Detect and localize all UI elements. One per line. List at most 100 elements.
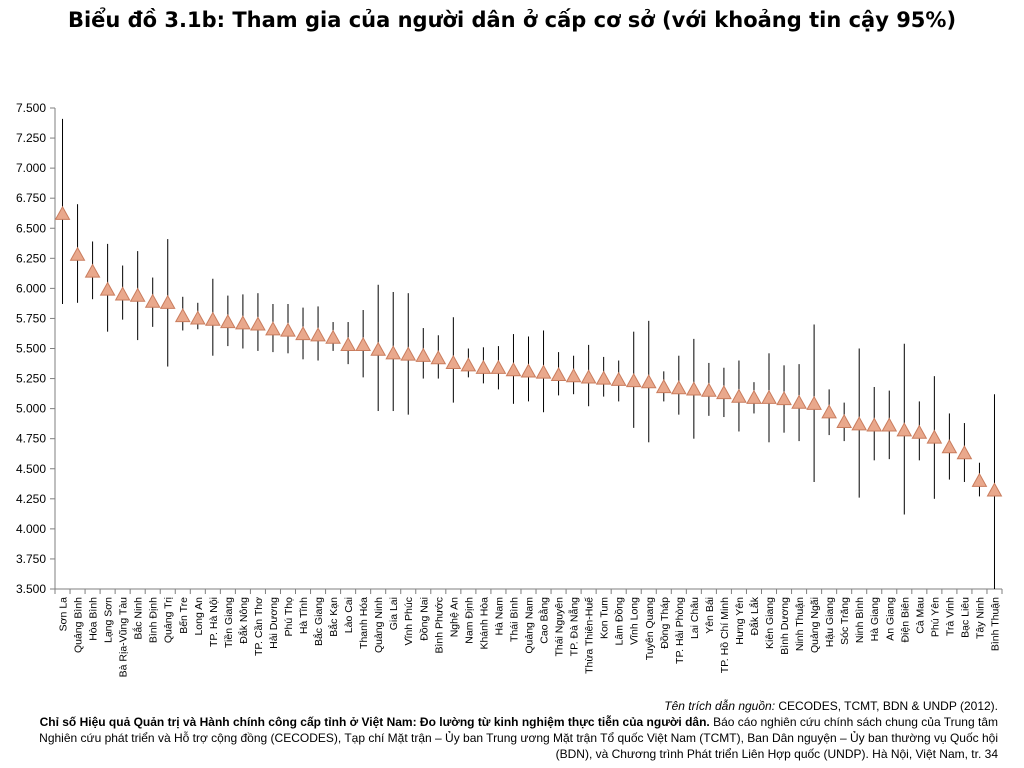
- x-tick-label: Vĩnh Long: [629, 597, 641, 645]
- y-tick-label: 3.750: [16, 552, 46, 566]
- x-tick-label: TP. Hải Phòng: [674, 597, 686, 664]
- y-tick-label: 5.750: [16, 311, 46, 325]
- data-point: [640, 374, 657, 389]
- data-point: [310, 327, 326, 342]
- x-tick-label: Hà Tĩnh: [298, 597, 310, 634]
- x-tick-label: TP. Hà Nội: [208, 597, 220, 647]
- data-point: [325, 329, 341, 344]
- data-point: [655, 378, 672, 394]
- data-point: [535, 364, 552, 379]
- x-tick-label: Lai Châu: [689, 597, 701, 639]
- x-tick-label: An Giang: [884, 597, 896, 641]
- x-tick-label: TP. Đà Nẵng: [568, 597, 581, 656]
- data-point: [54, 205, 71, 220]
- data-point: [550, 366, 567, 382]
- x-tick-label: Gia Lai: [388, 597, 400, 630]
- data-point: [340, 336, 356, 351]
- x-tick-label: Sóc Trăng: [839, 597, 851, 645]
- x-tick-label: Đắk Nông: [237, 597, 250, 644]
- data-point: [791, 394, 807, 409]
- x-tick-label: Ninh Thuận: [794, 597, 806, 651]
- x-tick-label: Lạng Sơn: [103, 597, 115, 643]
- data-point: [265, 321, 281, 336]
- data-point: [685, 381, 702, 396]
- y-tick-label: 5.250: [16, 372, 46, 386]
- x-tick-label: Bà Rịa-Vũng Tàu: [118, 597, 130, 678]
- data-point: [821, 404, 837, 419]
- x-tick-label: Nam Định: [463, 597, 475, 644]
- x-tick-label: Phú Yên: [929, 597, 941, 637]
- x-tick-label: Điện Biên: [899, 597, 911, 643]
- x-tick-label: Hưng Yên: [734, 597, 746, 645]
- data-point: [761, 389, 777, 404]
- x-tick-label: Quảng Trị: [163, 597, 175, 643]
- x-tick-label: Kiên Giang: [764, 597, 776, 649]
- x-tick-label: Bình Thuận: [989, 597, 1001, 651]
- y-tick-label: 4.750: [16, 432, 46, 446]
- data-point: [881, 417, 898, 432]
- y-tick-label: 5.000: [16, 402, 46, 416]
- x-tick-label: Quảng Bình: [73, 597, 85, 653]
- data-point: [595, 370, 612, 385]
- y-tick-label: 3.500: [16, 582, 46, 596]
- y-tick-label: 5.500: [16, 342, 46, 356]
- data-point: [235, 315, 251, 330]
- data-point: [580, 369, 597, 384]
- source-authors: CECODES, TCMT, BDN & UNDP (2012).: [778, 699, 998, 713]
- data-point: [174, 308, 191, 323]
- data-point: [971, 472, 988, 487]
- data-point: [731, 388, 747, 403]
- data-point: [565, 368, 582, 383]
- data-point: [896, 422, 913, 437]
- data-point: [84, 263, 101, 278]
- y-tick-label: 7.250: [16, 131, 46, 145]
- x-tick-label: Quảng Nam: [524, 597, 536, 654]
- data-point: [114, 286, 131, 301]
- x-tick-label: Đắk Lắk: [748, 596, 761, 635]
- x-tick-label: Thừa Thiên-Huế: [584, 597, 596, 674]
- data-point: [385, 345, 402, 360]
- x-tick-label: Kon Tum: [599, 597, 611, 639]
- x-tick-label: Cao Bằng: [538, 597, 551, 644]
- markers: [54, 205, 1003, 497]
- y-tick-label: 4.500: [16, 462, 46, 476]
- y-tick-label: 6.500: [16, 221, 46, 235]
- x-tick-label: Yên Bái: [704, 597, 716, 634]
- data-point: [159, 294, 176, 309]
- data-point: [370, 341, 387, 356]
- x-tick-label: Thái Nguyên: [554, 597, 566, 657]
- x-tick-label: Lào Cai: [343, 597, 355, 633]
- x-tick-label: Bình Phước: [433, 597, 445, 654]
- x-tick-label: Thái Bình: [508, 597, 520, 642]
- x-tick-label: Lâm Đồng: [614, 597, 626, 646]
- x-tick-label: Nghệ An: [448, 597, 460, 637]
- chart-title: Biểu đồ 3.1b: Tham gia của người dân ở c…: [67, 8, 957, 32]
- data-point: [475, 359, 492, 374]
- x-tick-label: Trà Vinh: [944, 597, 956, 636]
- x-tick-label: Long An: [193, 597, 205, 636]
- data-point: [610, 371, 627, 386]
- source-label: Tên trích dẫn nguồn:: [664, 699, 776, 713]
- data-point: [716, 384, 732, 400]
- data-point: [986, 482, 1003, 497]
- data-point: [445, 354, 462, 370]
- data-point: [941, 439, 958, 454]
- x-tick-label: Cà Mau: [914, 597, 926, 634]
- x-tick-label: Hòa Bình: [88, 597, 100, 641]
- y-tick-label: 6.250: [16, 251, 46, 265]
- data-point: [806, 395, 822, 410]
- x-tick-label: Đồng Tháp: [659, 597, 671, 649]
- x-tick-label: Ninh Bình: [854, 597, 866, 643]
- data-point: [625, 372, 642, 388]
- data-point: [355, 336, 372, 351]
- data-point: [776, 390, 792, 406]
- y-axis: 7.500 7.250 7.000 6.750 6.500 6.250 6.000 5.750…: [16, 101, 56, 596]
- x-tick-label: Bạc Liêu: [959, 597, 971, 638]
- data-point: [851, 416, 868, 431]
- x-tick-label: TP. Cần Thơ: [253, 597, 265, 656]
- data-point: [866, 417, 883, 432]
- x-axis: [54, 588, 1003, 594]
- x-tick-label: Vĩnh Phúc: [403, 597, 415, 645]
- data-point: [956, 445, 973, 460]
- x-tick-label: Bắc Giang: [312, 597, 325, 646]
